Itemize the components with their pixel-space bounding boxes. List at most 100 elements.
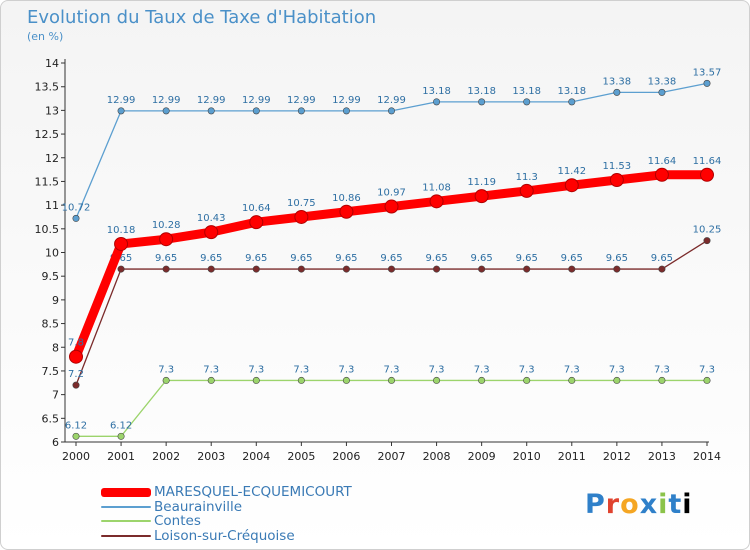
data-label: 12.99 <box>197 95 226 106</box>
data-label: 10.28 <box>152 220 181 231</box>
data-point <box>703 376 711 384</box>
y-tick-label: 12.5 <box>35 128 60 141</box>
y-tick-label: 7.5 <box>42 365 60 378</box>
data-label: 9.65 <box>290 253 312 264</box>
y-tick-label: 8 <box>52 341 59 354</box>
data-label: 10.86 <box>332 193 361 204</box>
data-point <box>523 98 531 106</box>
data-point <box>478 98 486 106</box>
data-point <box>429 194 444 209</box>
data-label: 6.12 <box>65 420 87 431</box>
data-point <box>162 265 170 273</box>
data-label: 7.3 <box>293 364 309 375</box>
data-label: 9.65 <box>200 253 222 264</box>
data-point <box>523 376 531 384</box>
x-tick-label: 2001 <box>107 450 135 463</box>
legend-label: Loison-sur-Créquoise <box>154 527 295 544</box>
data-label: 13.18 <box>467 86 496 97</box>
data-point <box>297 107 305 115</box>
y-tick-label: 13 <box>45 104 59 117</box>
x-tick-label: 2007 <box>378 450 406 463</box>
y-tick-label: 11.5 <box>35 175 60 188</box>
data-point <box>162 376 170 384</box>
data-label: 10.43 <box>197 213 226 224</box>
data-point <box>387 376 395 384</box>
data-label: 7.3 <box>474 364 490 375</box>
data-point <box>162 107 170 115</box>
y-tick-label: 6.5 <box>42 412 60 425</box>
data-label: 7.3 <box>338 364 354 375</box>
x-tick-label: 2002 <box>152 450 180 463</box>
data-point <box>159 232 174 247</box>
data-point <box>384 199 399 214</box>
proxiti-logo: Proxiti <box>585 489 693 520</box>
data-point <box>69 349 83 364</box>
y-tick-label: 13.5 <box>35 81 60 94</box>
data-point <box>342 376 350 384</box>
data-label: 7.8 <box>68 338 84 349</box>
data-label: 7.3 <box>384 364 400 375</box>
data-label: 12.99 <box>107 95 136 106</box>
data-label: 7.3 <box>429 364 445 375</box>
legend-item: Loison-sur-Créquoise <box>101 527 352 544</box>
data-point <box>342 107 350 115</box>
data-label: 9.65 <box>471 253 493 264</box>
chart-subtitle: (en %) <box>27 30 64 43</box>
data-point <box>433 265 441 273</box>
data-point <box>252 376 260 384</box>
data-point <box>613 376 621 384</box>
data-point <box>654 167 669 182</box>
data-point <box>297 376 305 384</box>
legend-item: Contes <box>101 513 352 529</box>
legend-swatch <box>101 534 151 537</box>
legend-item: Beaurainville <box>101 498 352 515</box>
data-label: 7.3 <box>519 364 535 375</box>
data-label: 7.3 <box>654 364 670 375</box>
data-label: 9.65 <box>561 253 583 264</box>
data-label: 11.64 <box>648 156 677 167</box>
data-point <box>613 88 621 96</box>
data-label: 9.65 <box>155 253 177 264</box>
data-label: 7.3 <box>203 364 219 375</box>
data-point <box>703 237 711 245</box>
data-point <box>658 265 666 273</box>
data-label: 7.3 <box>564 364 580 375</box>
x-tick-label: 2004 <box>242 450 270 463</box>
legend-label: Beaurainville <box>154 498 243 515</box>
data-point <box>117 432 125 440</box>
y-tick-label: 9.5 <box>42 270 60 283</box>
data-label: 11.64 <box>693 156 722 167</box>
x-tick-label: 2013 <box>648 450 676 463</box>
data-label: 7.3 <box>248 364 264 375</box>
data-point <box>700 167 714 182</box>
data-label: 10.97 <box>377 188 406 199</box>
legend-swatch <box>101 520 151 523</box>
data-point <box>342 265 350 273</box>
legend-swatch <box>101 505 151 508</box>
data-label: 9.65 <box>245 253 267 264</box>
data-point <box>478 265 486 273</box>
y-tick-label: 10 <box>45 247 59 260</box>
data-label: 9.65 <box>335 253 357 264</box>
chart-title: Evolution du Taux de Taxe d'Habitation <box>27 7 377 28</box>
y-tick-label: 9 <box>52 294 59 307</box>
data-label: 11.42 <box>557 166 586 177</box>
legend-item: MARESQUEL-ECQUEMICOURT <box>101 484 352 500</box>
data-label: 12.99 <box>332 95 361 106</box>
data-point <box>117 265 125 273</box>
data-label: 13.38 <box>648 76 677 87</box>
data-label: 7.3 <box>699 364 715 375</box>
data-point <box>658 88 666 96</box>
data-point <box>474 189 489 204</box>
y-tick-label: 6 <box>52 436 59 449</box>
data-label: 6.12 <box>110 420 132 431</box>
data-point <box>564 178 579 193</box>
data-point <box>613 265 621 273</box>
x-tick-label: 2008 <box>423 450 451 463</box>
data-point <box>478 376 486 384</box>
data-label: 13.57 <box>693 67 722 78</box>
data-label: 11.19 <box>467 177 496 188</box>
x-tick-label: 2000 <box>62 450 90 463</box>
